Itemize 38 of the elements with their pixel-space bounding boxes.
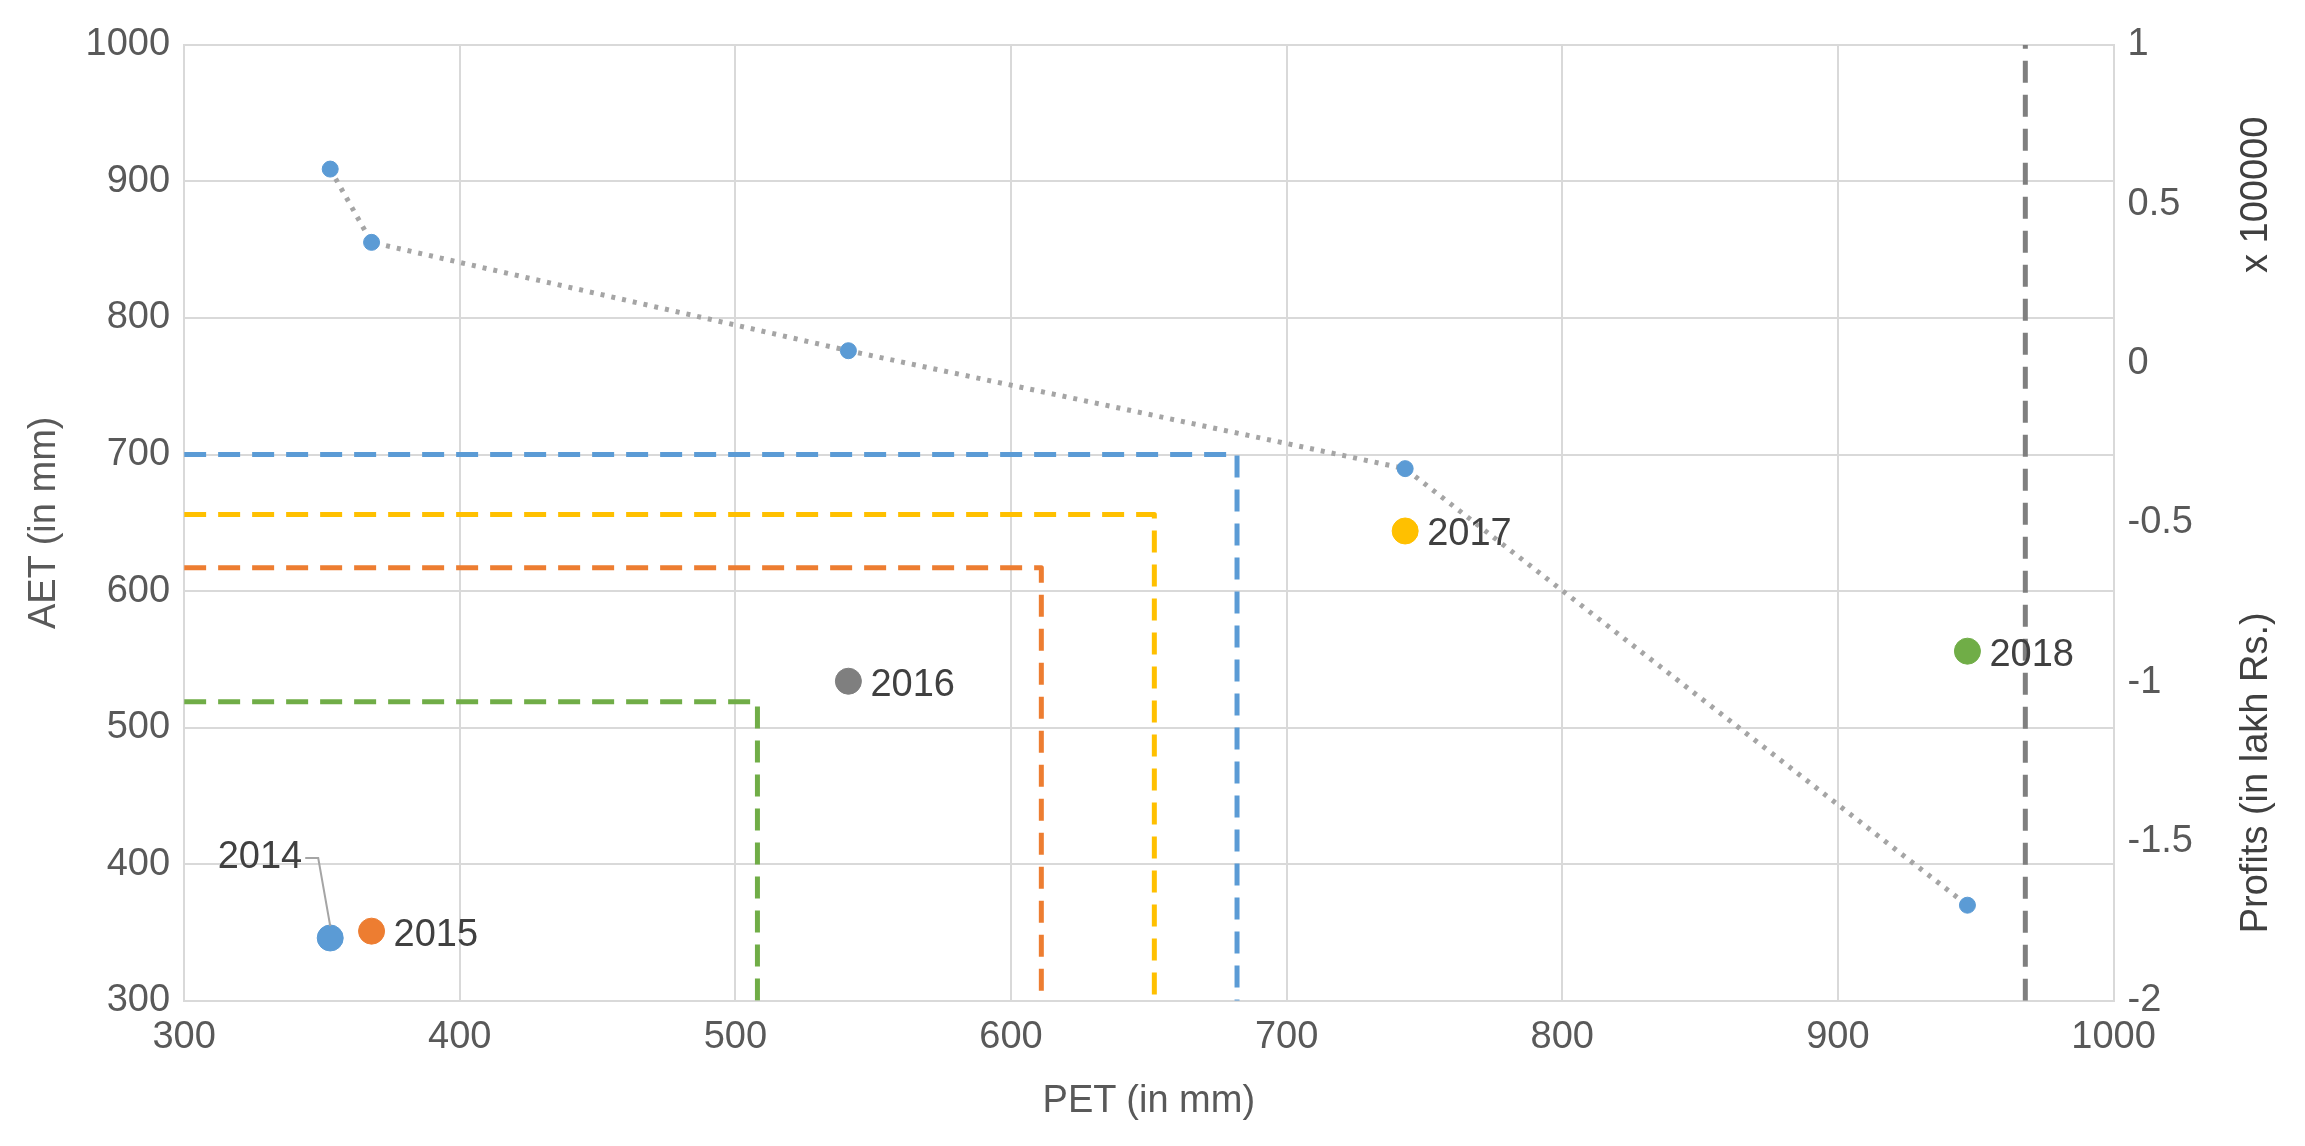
point	[834, 667, 862, 695]
point	[316, 924, 344, 952]
x-tick-label: 900	[1806, 1014, 1870, 1057]
point	[363, 233, 381, 251]
point	[839, 342, 857, 360]
y2-tick-label: 1	[2127, 21, 2149, 64]
y-tick-label: 400	[106, 840, 171, 883]
text: x 100000	[2233, 116, 2276, 273]
x-tick-label: 400	[428, 1014, 492, 1057]
y2-tick-label: -1	[2127, 658, 2162, 701]
y2-tick-label: 0.5	[2127, 180, 2181, 223]
y-tick-label: 700	[106, 431, 171, 473]
y-tick-label: 1000	[85, 21, 171, 64]
y-axis-title: AET (in mm)	[21, 416, 64, 630]
point	[321, 160, 339, 178]
y-tick-label: 600	[106, 567, 171, 610]
point	[1396, 460, 1414, 478]
point	[1958, 896, 1976, 914]
x-tick-label: 800	[1530, 1014, 1594, 1057]
x-tick-label: 500	[703, 1014, 768, 1057]
series-label: 2018	[1989, 631, 2074, 674]
point	[358, 917, 386, 945]
point	[1391, 517, 1419, 545]
y2-tick-label: -1.5	[2127, 817, 2193, 860]
series-label: 2016	[870, 661, 955, 704]
x-tick-label: 600	[979, 1014, 1043, 1057]
y-tick-label: 900	[106, 157, 171, 200]
y2-axis-title: Profits (in lakh Rs.)	[2233, 612, 2276, 934]
x-tick-label: 700	[1254, 1014, 1319, 1057]
x-axis-title: PET (in mm)	[1042, 1077, 1256, 1120]
point	[1953, 637, 1981, 665]
series-label: 2014	[217, 834, 303, 877]
y-tick-label: 500	[106, 704, 171, 747]
series-label: 2015	[393, 911, 479, 954]
y-tick-label: 800	[106, 294, 171, 337]
series-label: 2017	[1427, 511, 1512, 554]
y2-tick-label: -0.5	[2127, 499, 2193, 542]
y2-tick-label: 0	[2127, 339, 2149, 382]
